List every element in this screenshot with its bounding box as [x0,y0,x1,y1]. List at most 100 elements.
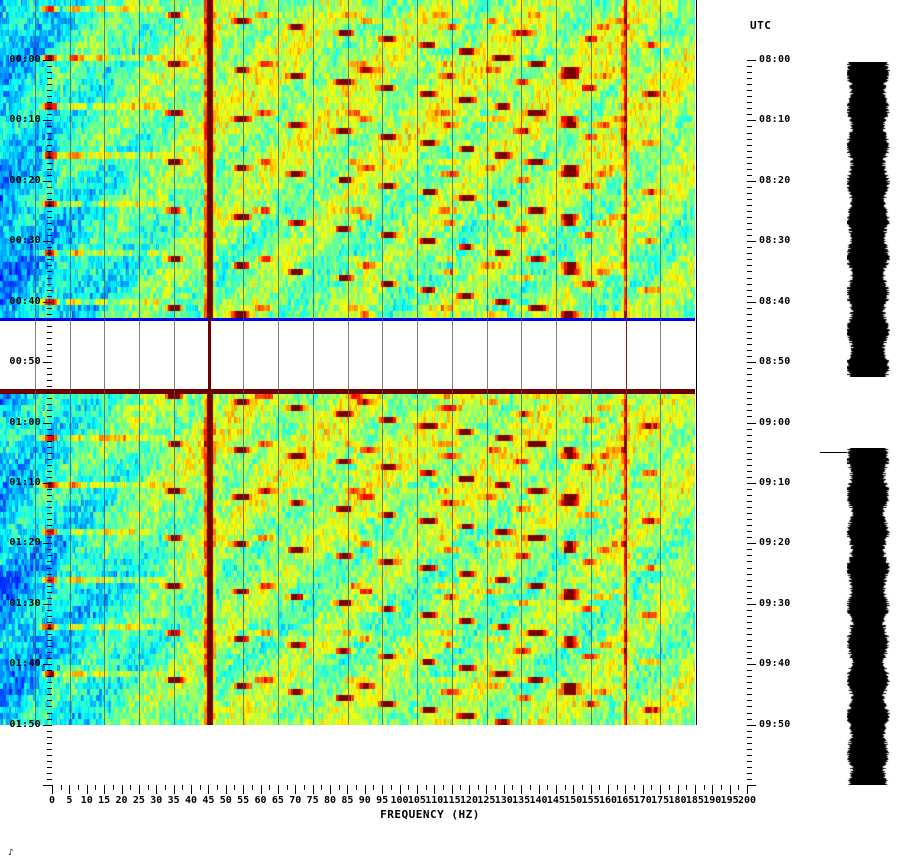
left-axis-tick [47,392,52,393]
frequency-label-145: 145 [546,795,565,806]
left-axis-tick [47,175,52,176]
frequency-tick [208,785,209,794]
right-axis-tick [747,737,752,738]
right-axis-tick [747,767,752,768]
frequency-label-90: 90 [358,795,371,806]
right-axis-tick [747,640,752,641]
right-axis-tick [747,501,752,502]
left-axis-tick [47,368,52,369]
left-axis-tick [47,592,52,593]
spectrogram-plot[interactable] [0,0,697,725]
left-axis-tick [47,779,52,780]
left-axis-tick [47,114,52,115]
left-axis-tick [47,447,52,448]
left-axis-tick [47,586,52,587]
left-axis-label-00-10: 00:10 [9,114,41,126]
right-axis-tick [747,519,752,520]
left-axis-tick [43,120,52,121]
frequency-tick [365,785,366,794]
left-axis-tick [43,302,52,303]
right-axis-tick [747,568,752,569]
frequency-tick [747,785,748,794]
frequency-tick [382,785,383,794]
frequency-tick [252,785,253,790]
frequency-tick [660,785,661,794]
right-axis-tick [747,459,752,460]
right-axis-tick [747,676,752,677]
frequency-tick [651,785,652,790]
right-axis-label-09-30: 09:30 [759,597,791,609]
right-axis-tick [747,96,752,97]
frequency-tick [313,785,314,794]
right-axis-tick [747,90,752,91]
frequency-tick [530,785,531,790]
gridline-140hz [486,0,488,725]
right-axis-tick [747,308,752,309]
left-axis-tick [47,247,52,248]
frequency-tick [547,785,548,790]
right-axis-tick [747,688,752,689]
right-axis-label-09-00: 09:00 [759,416,791,428]
left-axis-tick [47,749,52,750]
right-axis-tick [747,785,756,786]
right-axis-tick [747,284,752,285]
gridline-90hz [312,0,314,725]
frequency-tick [565,785,566,790]
frequency-tick [486,785,487,794]
right-axis-tick [747,217,752,218]
right-axis-tick [747,646,752,647]
right-axis-tick [747,169,752,170]
gridline-10hz [34,0,36,725]
frequency-tick [434,785,435,794]
frequency-label-80: 80 [323,795,337,806]
frequency-label-30: 30 [150,795,163,806]
frequency-label-5: 5 [66,795,73,806]
frequency-tick [295,785,296,794]
frequency-tick [495,785,496,790]
left-axis-tick [43,725,52,726]
left-axis-tick [47,398,52,399]
left-axis-tick [47,78,52,79]
right-axis-label-08-40: 08:40 [759,295,791,307]
frequency-label-135: 135 [512,795,531,806]
frequency-tick [608,785,609,794]
frequency-label-25: 25 [132,795,145,806]
left-axis-tick [47,229,52,230]
right-axis-tick [747,187,752,188]
frequency-tick [347,785,348,794]
gridline-160hz [556,0,557,725]
right-axis-tick [747,368,752,369]
left-axis-tick [47,199,52,200]
right-axis-tick [747,622,752,623]
right-axis-tick [747,561,752,562]
right-axis-tick [747,604,756,605]
left-axis-tick [43,423,52,424]
left-axis-tick [47,598,52,599]
left-axis-tick [47,489,52,490]
left-axis-tick [47,670,52,671]
right-axis-tick [747,139,752,140]
right-axis-tick [747,302,756,303]
frequency-tick [408,785,409,790]
left-axis-tick [47,126,52,127]
left-axis-tick [47,344,52,345]
left-axis-tick [47,501,52,502]
left-axis-tick [47,700,52,701]
left-axis-tick [47,308,52,309]
right-axis-label-08-30: 08:30 [759,235,791,247]
left-axis-tick [47,320,52,321]
right-axis-tick [747,628,752,629]
right-axis-tick [747,652,752,653]
right-axis-tick [747,598,752,599]
left-axis-tick [47,465,52,466]
frequency-tick [217,785,218,790]
left-axis-tick [47,531,52,532]
frequency-tick [321,785,322,790]
frequency-label-125: 125 [477,795,496,806]
right-axis-tick [747,332,752,333]
corner-glyph: ♪ [8,848,14,858]
right-axis-tick [747,314,752,315]
right-timezone-label: UTC [750,19,772,32]
left-axis-tick [47,525,52,526]
left-axis-tick [47,682,52,683]
